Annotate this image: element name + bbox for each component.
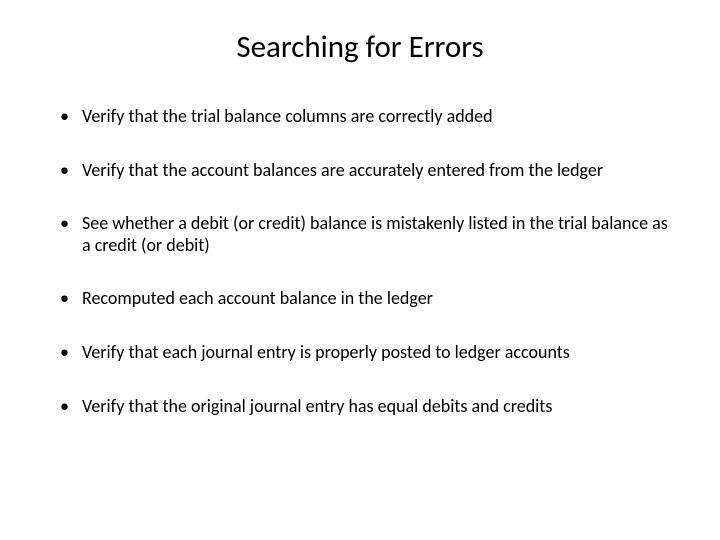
slide-title: Searching for Errors	[120, 28, 600, 66]
list-item: Verify that the original journal entry h…	[54, 396, 680, 418]
list-item: See whether a debit (or credit) balance …	[54, 213, 680, 256]
list-item: Verify that each journal entry is proper…	[54, 342, 680, 364]
list-item: Verify that the trial balance columns ar…	[54, 106, 680, 128]
bullet-list: Verify that the trial balance columns ar…	[40, 106, 680, 417]
list-item: Verify that the account balances are acc…	[54, 160, 680, 182]
list-item: Recomputed each account balance in the l…	[54, 288, 680, 310]
